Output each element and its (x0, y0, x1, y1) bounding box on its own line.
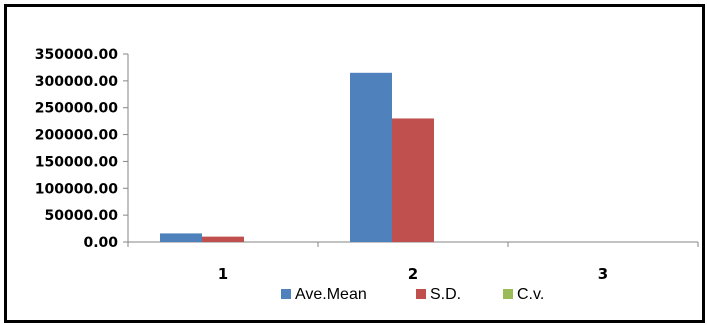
legend-swatch (416, 289, 426, 299)
legend-swatch (281, 289, 291, 299)
bar-s-d- (202, 236, 244, 242)
x-tick-label: 3 (598, 265, 608, 283)
y-tick-label: 200000.00 (35, 128, 119, 144)
legend-swatch (503, 289, 513, 299)
bar-ave-mean (160, 233, 202, 242)
legend-label: C.v. (517, 286, 544, 303)
legend-label: Ave.Mean (295, 286, 367, 303)
y-tick-label: 350000.00 (35, 47, 119, 63)
y-tick-label: 50000.00 (44, 208, 118, 224)
y-tick-label: 250000.00 (35, 101, 119, 117)
y-tick-label: 0.00 (83, 235, 118, 251)
y-tick-label: 300000.00 (35, 74, 119, 90)
y-tick-label: 100000.00 (35, 181, 119, 197)
y-tick-label: 150000.00 (35, 154, 119, 170)
x-tick-label: 1 (218, 265, 228, 283)
x-tick-label: 2 (408, 265, 418, 283)
bar-ave-mean (350, 72, 392, 242)
bar-s-d- (392, 118, 434, 242)
legend-label: S.D. (430, 286, 461, 303)
